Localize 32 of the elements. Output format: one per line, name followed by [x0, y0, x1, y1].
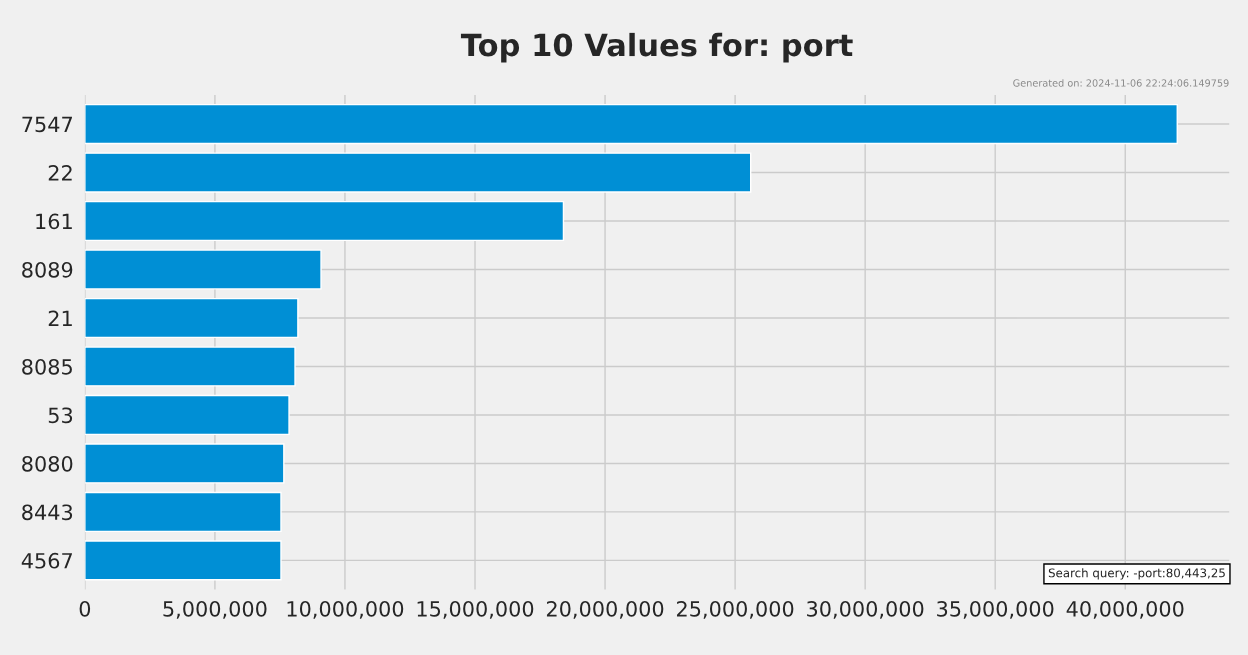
x-tick-label: 20,000,000	[546, 600, 664, 619]
x-tick-label: 35,000,000	[937, 600, 1054, 619]
x-tick-label: 30,000,000	[807, 600, 924, 619]
y-tick-label: 7547	[22, 116, 72, 133]
y-tick-label: 8089	[22, 261, 73, 278]
y-tick-label: 8443	[22, 504, 73, 521]
y-tick-label: 161	[36, 213, 72, 230]
x-tick-label: 25,000,000	[676, 600, 794, 619]
x-tick-label: 10,000,000	[287, 600, 404, 619]
annotation: Search query: -port:80,443,25	[1048, 568, 1225, 580]
y-tick-label: 22	[48, 165, 72, 181]
y-tick-label: 53	[48, 407, 73, 424]
y-tick-label: 8085	[22, 358, 72, 375]
x-tick-label: 15,000,000	[417, 600, 534, 619]
bar	[84, 346, 296, 387]
x-tick-label: 40,000,000	[1066, 600, 1184, 619]
bar	[84, 540, 282, 581]
bar	[84, 297, 299, 339]
bar	[84, 249, 322, 290]
bar	[84, 394, 290, 436]
bar	[84, 491, 282, 533]
bar	[84, 152, 752, 193]
text: Generated on: 2024-11-06 22:24:06.149759	[1013, 79, 1229, 87]
bar	[84, 443, 285, 484]
y-tick-label: 21	[48, 310, 72, 326]
x-tick-label: 5,000,000	[163, 600, 267, 619]
bar	[84, 103, 1178, 145]
y-tick-label: 4567	[21, 552, 72, 569]
x-tick-label: 0	[79, 600, 91, 617]
y-tick-label: 8080	[22, 455, 73, 472]
bar	[84, 200, 565, 242]
chart-title: Top 10 Values for: port	[460, 32, 853, 63]
